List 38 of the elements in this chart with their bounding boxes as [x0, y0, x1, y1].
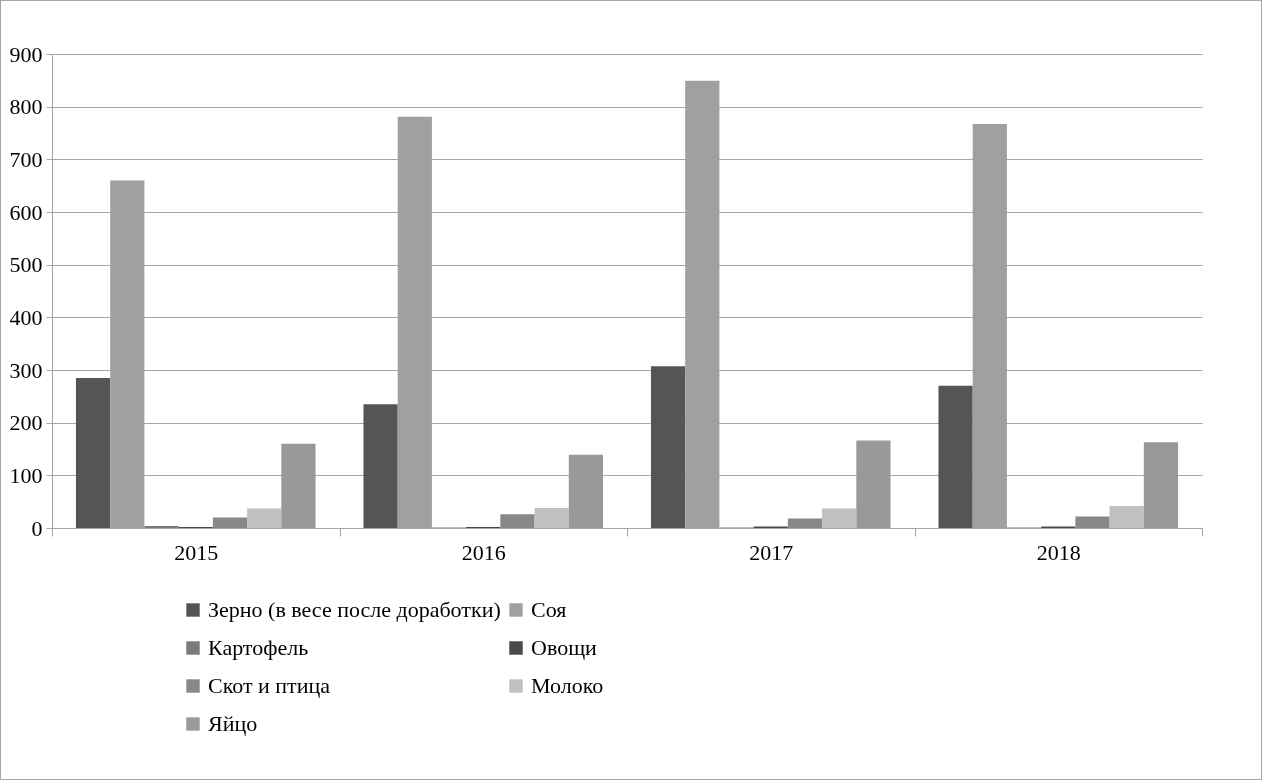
legend-label: Яйцо — [208, 711, 258, 736]
y-tick-label: 200 — [9, 410, 43, 436]
bar — [650, 366, 686, 528]
bar — [856, 440, 891, 528]
bar — [938, 385, 973, 528]
y-tick-label: 0 — [31, 515, 43, 541]
legend-label: Овощи — [531, 635, 598, 660]
bar — [363, 404, 398, 528]
bar — [144, 525, 179, 528]
bar — [787, 518, 823, 528]
bar — [1075, 516, 1110, 528]
bar — [534, 507, 569, 528]
legend-label: Молоко — [531, 673, 604, 698]
legend-label: Скот и птица — [208, 673, 331, 698]
bar — [75, 377, 111, 528]
y-tick-label: 300 — [9, 357, 43, 383]
bar — [212, 517, 248, 528]
legend-label: Картофель — [208, 635, 309, 660]
bar — [1109, 505, 1144, 528]
x-tick-label: 2018 — [1036, 539, 1081, 565]
legend-label: Зерно (в весе после доработки) — [208, 597, 501, 622]
x-tick-label: 2015 — [174, 539, 219, 565]
bar — [247, 508, 282, 528]
y-tick-label: 700 — [9, 146, 43, 172]
legend-label: Соя — [531, 597, 567, 622]
y-tick-label: 100 — [9, 462, 43, 488]
x-tick-label: 2017 — [749, 539, 794, 565]
bar — [822, 508, 857, 528]
bar — [281, 443, 316, 528]
y-tick-label: 500 — [9, 252, 43, 278]
y-tick-label: 400 — [9, 304, 43, 330]
x-tick-label: 2016 — [461, 539, 506, 565]
y-tick-label: 600 — [9, 199, 43, 225]
bar — [1143, 442, 1179, 528]
bar — [568, 454, 604, 528]
y-tick-label: 900 — [9, 41, 43, 67]
bar — [500, 514, 535, 528]
y-tick-label: 800 — [9, 94, 43, 120]
